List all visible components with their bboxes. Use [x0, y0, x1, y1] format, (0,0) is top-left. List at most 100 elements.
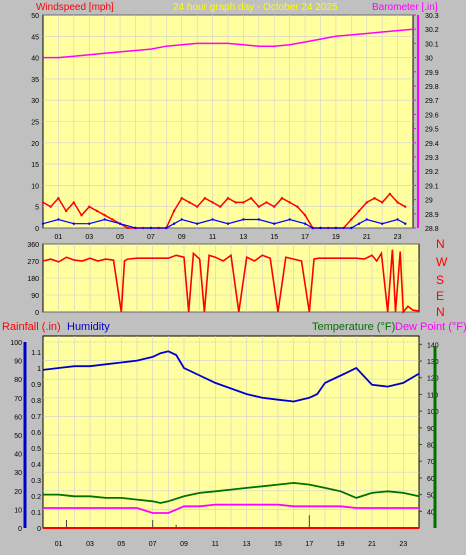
temperature-tick-label: 120	[427, 376, 439, 383]
wind-point	[404, 205, 407, 208]
hour-tick-label: 01	[55, 541, 63, 548]
hour-tick-label: 11	[209, 234, 216, 241]
wind-point	[72, 222, 76, 225]
hour-tick-label: 23	[399, 541, 407, 548]
wind-point	[388, 192, 392, 196]
wind-tick-label: 5	[35, 205, 39, 212]
wind-point	[211, 218, 214, 221]
wind-point	[242, 218, 245, 221]
hour-tick-label: 23	[394, 234, 402, 241]
hour-tick-label: 21	[363, 234, 371, 241]
direction-tick-label: 360	[27, 242, 39, 249]
wind-point	[226, 196, 230, 200]
wind-point	[180, 196, 183, 200]
wind-point	[203, 196, 207, 200]
barometer-tick-label: 29.8	[425, 84, 439, 91]
rainfall-tick-label: 0.5	[31, 446, 41, 453]
rainfall-tick-label: 0	[37, 526, 41, 533]
barometer-tick-label: 29.9	[425, 70, 439, 77]
barometer-tick-label: 28.9	[425, 212, 439, 219]
wind-point	[273, 222, 276, 225]
wind-point	[396, 201, 399, 204]
hour-tick-label: 05	[117, 541, 125, 548]
hour-tick-label: 07	[147, 234, 155, 241]
rainfall-tick-label: 0.9	[31, 382, 41, 389]
wind-point	[103, 218, 106, 221]
wind-point	[111, 218, 114, 221]
wind-point	[219, 205, 222, 208]
hour-tick-label: 21	[368, 541, 376, 548]
wind-point	[41, 222, 45, 225]
temperature-tick-label: 90	[427, 426, 435, 433]
wind-point	[350, 218, 353, 221]
wind-point	[103, 214, 106, 217]
wind-point	[296, 205, 299, 208]
wind-point	[319, 226, 322, 230]
wind-point	[373, 196, 376, 200]
hour-tick-label: 17	[301, 234, 309, 241]
wind-tick-label: 30	[31, 98, 39, 105]
direction-tick-label: 0	[35, 310, 39, 317]
humidity-tick-label: 40	[14, 452, 22, 459]
rainfall-tick-label: 0.2	[31, 494, 41, 501]
wind-point	[234, 201, 237, 204]
barometer-tick-label: 30.3	[425, 13, 439, 20]
wind-point	[149, 226, 153, 230]
wind-point	[88, 205, 91, 208]
wind-tick-label: 0	[35, 226, 39, 233]
hour-tick-label: 03	[86, 541, 94, 548]
humidity-line	[42, 350, 420, 403]
wind-point	[72, 201, 76, 204]
direction-tick-label: 270	[27, 259, 39, 266]
hour-tick-label: 09	[178, 234, 186, 241]
barometer-tick-label: 29.1	[425, 183, 439, 190]
hour-tick-label: 03	[85, 234, 93, 241]
wind-point	[195, 222, 199, 225]
wind-point	[334, 226, 338, 230]
wind-tick-label: 25	[31, 120, 39, 127]
rainfall-tick-label: 0.8	[31, 398, 41, 405]
wind-point	[280, 196, 284, 200]
humidity-tick-label: 60	[14, 414, 22, 421]
temperature-tick-label: 80	[427, 443, 435, 450]
hour-tick-label: 07	[149, 541, 157, 548]
wind-point	[357, 209, 361, 213]
chart-title: 24 hour graph day - October 24 2025	[173, 2, 338, 13]
wind-point	[57, 196, 60, 200]
wind-point	[80, 214, 83, 217]
hour-tick-label: 09	[180, 541, 188, 548]
wind-average-line	[42, 218, 406, 229]
wind-point	[188, 201, 191, 204]
temperature-tick-label: 60	[427, 476, 435, 483]
barometer-tick-label: 29.3	[425, 155, 439, 162]
temperature-tick-label: 70	[427, 459, 435, 466]
barometer-tick-label: 30	[425, 56, 433, 63]
rainfall-tick-label: 0.4	[31, 462, 41, 469]
wind-gust-line	[42, 192, 406, 229]
wind-point	[118, 222, 122, 225]
temperature-tick-label: 110	[427, 392, 438, 399]
hour-tick-label: 19	[337, 541, 345, 548]
compass-label: W	[436, 255, 448, 269]
wind-point	[265, 201, 268, 204]
wind-point	[49, 205, 52, 208]
wind-point	[380, 201, 384, 204]
compass-label: S	[436, 273, 444, 287]
direction-tick-label: 90	[31, 293, 39, 300]
compass-label: E	[436, 289, 444, 303]
humidity-tick-label: 80	[14, 377, 22, 384]
wind-tick-label: 45	[31, 34, 39, 41]
wind-point	[303, 214, 307, 217]
rainfall-tick-label: 0.7	[31, 414, 41, 421]
wind-point	[165, 226, 168, 230]
direction-tick-label: 180	[27, 276, 39, 283]
hour-tick-label: 13	[240, 234, 248, 241]
temperature-line	[43, 481, 420, 504]
humidity-tick-label: 70	[14, 396, 22, 403]
barometer-tick-label: 30.2	[425, 27, 439, 34]
hour-tick-label: 19	[332, 234, 340, 241]
dewpoint-axis-label: Dew Point (°F)	[395, 321, 466, 333]
temperature-tick-label: 40	[427, 509, 435, 516]
